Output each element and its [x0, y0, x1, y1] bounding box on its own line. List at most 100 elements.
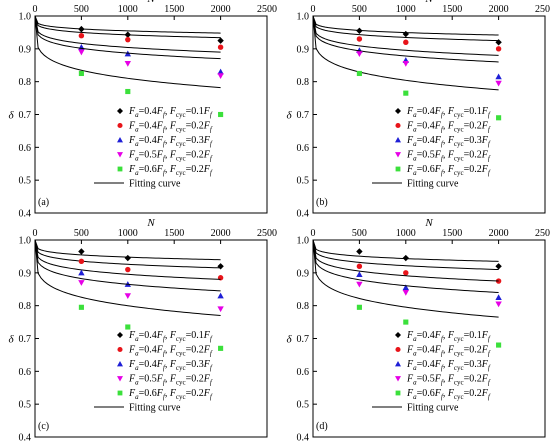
fitting-curve [34, 239, 221, 317]
fitting-curve [312, 239, 499, 282]
legend-fitting-label: Fitting curve [407, 403, 459, 414]
x-tick-label: 0 [311, 228, 316, 239]
legend-entry-label: Fa=0.6Ff, Fcyc=0.2Ff [128, 388, 213, 401]
x-tick-label: 2500 [535, 4, 550, 15]
data-point [495, 80, 502, 87]
legend-marker [395, 152, 401, 158]
y-tick-label: 0.4 [19, 209, 32, 220]
y-tick-label: 0.8 [297, 301, 310, 312]
x-tick-label: 1000 [118, 4, 138, 15]
data-point [217, 37, 224, 44]
y-tick-label: 0.4 [297, 433, 310, 443]
data-point [403, 39, 409, 45]
data-point [356, 248, 363, 255]
legend-fitting-label: Fitting curve [129, 179, 181, 190]
data-point [495, 294, 502, 301]
y-tick-label: 0.7 [297, 334, 310, 345]
fitting-curve [34, 239, 221, 292]
fitting-curve [34, 15, 221, 53]
data-point [356, 271, 363, 278]
x-tick-label: 2000 [211, 4, 231, 15]
panel-label: (c) [38, 421, 49, 432]
legend-marker [395, 108, 401, 114]
fitting-curve [312, 15, 499, 91]
legend-marker [395, 390, 401, 396]
y-tick-label: 0.8 [19, 77, 32, 88]
legend-marker [117, 152, 123, 158]
fitting-curve [34, 15, 221, 60]
data-point [495, 263, 502, 270]
legend-entry-label: Fa=0.4Ff, Fcyc=0.2Ff [128, 121, 213, 134]
data-point [78, 248, 85, 255]
y-tick-label: 0.9 [297, 268, 310, 279]
data-point [496, 115, 502, 121]
data-point [217, 263, 224, 270]
x-tick-label: 1500 [442, 228, 462, 239]
y-tick-label: 0.6 [297, 143, 310, 154]
data-point [356, 70, 362, 77]
y-tick-label: 0.5 [297, 400, 310, 411]
data-point [78, 304, 84, 310]
data-point [78, 269, 85, 276]
data-point [356, 36, 363, 42]
panel-label: (d) [316, 421, 328, 432]
x-tick-label: 2500 [257, 4, 277, 15]
chart-panel-a: 0 500 1000 1500 2000 2500 0.4 0.5 0.6 0.7 0.8 0.9 1.… [8, 0, 277, 220]
x-tick-label: 1000 [118, 228, 138, 239]
data-point [356, 263, 363, 269]
x-axis-title: N [424, 0, 433, 5]
legend-entry-label: Fa=0.4Ff, Fcyc=0.3Ff [128, 135, 213, 148]
legend-entry-label: Fa=0.4Ff, Fcyc=0.3Ff [406, 135, 491, 148]
data-point [78, 32, 85, 39]
legend-marker [395, 376, 401, 382]
data-point [78, 70, 84, 77]
legend-marker [117, 332, 123, 338]
y-tick-label: 0.6 [297, 367, 310, 378]
data-point [402, 289, 409, 296]
chart-panel-c: 0 500 1000 1500 2000 2500 0.4 0.5 0.6 0.7 0.8 0.9 1.… [8, 217, 277, 443]
legend-entry-label: Fa=0.5Ff, Fcyc=0.2Ff [406, 374, 491, 387]
x-tick-label: 500 [74, 228, 89, 239]
x-tick-label: 2500 [257, 228, 277, 239]
y-tick-label: 1.0 [297, 12, 310, 23]
data-point [402, 284, 409, 291]
fitting-curve [312, 239, 499, 318]
x-axis-title: N [424, 217, 433, 229]
data-point [78, 49, 85, 56]
y-tick-label: 1.0 [297, 236, 310, 247]
y-axis-title: δ [286, 334, 292, 346]
legend-entry-label: Fa=0.5Ff, Fcyc=0.2Ff [406, 150, 491, 163]
x-tick-label: 500 [352, 4, 367, 15]
x-tick-label: 500 [74, 4, 89, 15]
legend-marker [117, 137, 123, 143]
data-point [495, 46, 502, 52]
y-tick-label: 0.5 [19, 176, 32, 187]
legend-marker [395, 122, 401, 129]
y-tick-label: 0.7 [297, 110, 310, 121]
legend-entry-label: Fa=0.6Ff, Fcyc=0.2Ff [128, 164, 213, 177]
data-point [78, 258, 85, 265]
x-tick-label: 2000 [489, 228, 509, 239]
y-tick-label: 0.6 [19, 143, 32, 154]
fitting-curve [312, 15, 499, 56]
x-tick-label: 1000 [396, 228, 416, 239]
x-tick-label: 1500 [164, 228, 184, 239]
legend-entry-label: Fa=0.5Ff, Fcyc=0.2Ff [128, 374, 213, 387]
data-point [78, 280, 85, 286]
data-point [124, 254, 131, 262]
legend-entry-label: Fa=0.4Ff, Fcyc=0.1Ff [406, 330, 491, 343]
x-tick-label: 0 [33, 228, 38, 239]
legend-marker [395, 346, 401, 353]
x-tick-label: 500 [352, 228, 367, 239]
data-point [356, 27, 363, 34]
y-tick-label: 0.4 [297, 209, 310, 220]
panel-label: (a) [38, 197, 49, 208]
legend-marker [395, 137, 401, 143]
x-tick-label: 0 [311, 4, 316, 15]
legend-marker [395, 361, 401, 367]
x-tick-label: 0 [33, 4, 38, 15]
y-tick-label: 1.0 [19, 12, 32, 23]
legend-marker [117, 376, 123, 382]
legend-marker [117, 108, 123, 114]
